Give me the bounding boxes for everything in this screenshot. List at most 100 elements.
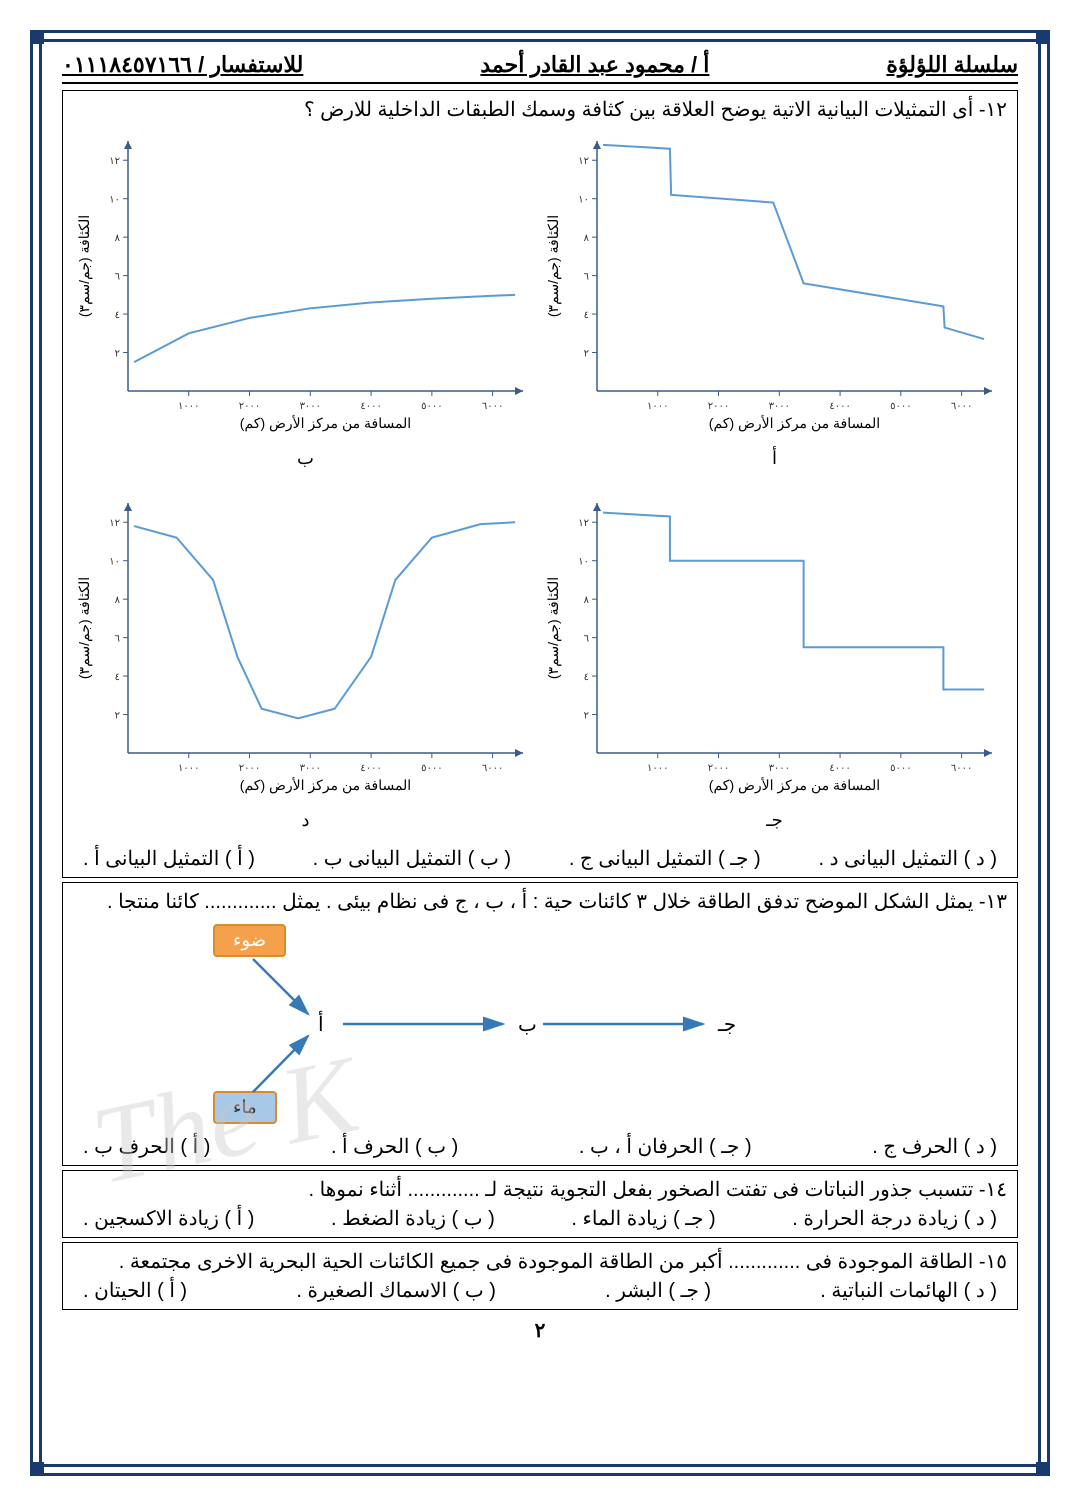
node-c: جـ (718, 1012, 736, 1037)
svg-text:المسافة من مركز الأرض (كم): المسافة من مركز الأرض (كم) (709, 414, 880, 432)
svg-text:٤٠٠٠: ٤٠٠٠ (360, 401, 381, 412)
svg-text:٥٠٠٠: ٥٠٠٠ (890, 401, 911, 412)
svg-text:٨: ٨ (115, 595, 121, 606)
page-number: ٢ (62, 1318, 1018, 1343)
svg-text:٥٠٠٠: ٥٠٠٠ (421, 401, 442, 412)
svg-text:٤٠٠٠: ٤٠٠٠ (829, 763, 850, 774)
svg-text:الكثافة (جم/سم٣): الكثافة (جم/سم٣) (76, 577, 93, 679)
author-name: أ / محمود عبد القادر أحمد (480, 52, 709, 78)
svg-text:٦: ٦ (584, 272, 589, 283)
q15-text: ١٥- الطاقة الموجودة فى ............. أكب… (73, 1249, 1007, 1274)
q14-text: ١٤- تتسبب جذور النباتات فى تفتت الصخور ب… (73, 1177, 1007, 1202)
svg-text:٤: ٤ (584, 310, 589, 321)
svg-text:١٢: ١٢ (578, 518, 589, 529)
svg-text:٦٠٠٠: ٦٠٠٠ (951, 401, 972, 412)
svg-text:الكثافة (جم/سم٣): الكثافة (جم/سم٣) (76, 215, 93, 317)
chart-b: ١٠٠٠٢٠٠٠٣٠٠٠٤٠٠٠٥٠٠٠٦٠٠٠٢٤٦٨١٠١٢المسافة … (73, 126, 538, 446)
svg-text:الكثافة (جم/سم٣): الكثافة (جم/سم٣) (545, 577, 562, 679)
svg-text:٨: ٨ (584, 233, 590, 244)
q15-opt-c: ( جـ ) البشر . (605, 1278, 711, 1303)
question-15: ١٥- الطاقة الموجودة فى ............. أكب… (62, 1242, 1018, 1310)
svg-text:١٠٠٠: ١٠٠٠ (647, 401, 668, 412)
svg-text:٢٠٠٠: ٢٠٠٠ (239, 763, 260, 774)
svg-text:٦٠٠٠: ٦٠٠٠ (951, 763, 972, 774)
svg-text:١٢: ١٢ (578, 156, 589, 167)
svg-text:١٠: ١٠ (578, 195, 589, 206)
svg-text:٤: ٤ (584, 672, 589, 683)
q14-opt-b: ( ب ) زيادة الضغط . (331, 1206, 495, 1231)
q15-opt-b: ( ب ) الاسماك الصغيرة . (296, 1278, 496, 1303)
svg-text:١٠٠٠: ١٠٠٠ (178, 763, 199, 774)
svg-text:٢٠٠٠: ٢٠٠٠ (708, 763, 729, 774)
outer-frame: سلسلة اللؤلؤة أ / محمود عبد القادر أحمد … (30, 30, 1050, 1476)
svg-text:٦: ٦ (115, 634, 120, 645)
svg-text:الكثافة (جم/سم٣): الكثافة (جم/سم٣) (545, 215, 562, 317)
svg-text:٢٠٠٠: ٢٠٠٠ (708, 401, 729, 412)
svg-text:٤: ٤ (115, 310, 120, 321)
chart-d: ١٠٠٠٢٠٠٠٣٠٠٠٤٠٠٠٥٠٠٠٦٠٠٠٢٤٦٨١٠١٢المسافة … (73, 488, 538, 808)
q13-diagram: ضوء ماء أ ب جـ (73, 924, 1007, 1124)
chart-a-letter: أ (542, 448, 1007, 469)
svg-text:٥٠٠٠: ٥٠٠٠ (890, 763, 911, 774)
q12-opt-c: ( جـ ) التمثيل البيانى ج . (569, 846, 761, 871)
q12-opt-a: ( أ ) التمثيل البيانى أ . (83, 846, 255, 871)
q13-opt-a: ( أ ) الحرف ب . (83, 1134, 210, 1159)
svg-text:١٢: ١٢ (109, 156, 120, 167)
page-header: سلسلة اللؤلؤة أ / محمود عبد القادر أحمد … (62, 52, 1018, 84)
svg-text:٢: ٢ (584, 349, 589, 360)
svg-text:٤٠٠٠: ٤٠٠٠ (360, 763, 381, 774)
svg-text:المسافة من مركز الأرض (كم): المسافة من مركز الأرض (كم) (240, 414, 411, 432)
q13-text: ١٣- يمثل الشكل الموضح تدفق الطاقة خلال ٣… (73, 889, 1007, 914)
series-title: سلسلة اللؤلؤة (886, 52, 1018, 78)
svg-text:٣٠٠٠: ٣٠٠٠ (300, 763, 321, 774)
node-a: أ (318, 1012, 324, 1037)
svg-text:١٠: ١٠ (109, 195, 120, 206)
q13-opt-c: ( جـ ) الحرفان أ ، ب . (579, 1134, 752, 1159)
contact-info: للاستفسار / ٠١١١٨٤٥٧١٦٦ (62, 52, 303, 78)
svg-text:٦: ٦ (584, 634, 589, 645)
question-13: ١٣- يمثل الشكل الموضح تدفق الطاقة خلال ٣… (62, 882, 1018, 1166)
chart-c: ١٠٠٠٢٠٠٠٣٠٠٠٤٠٠٠٥٠٠٠٦٠٠٠٢٤٦٨١٠١٢المسافة … (542, 488, 1007, 808)
q14-opt-c: ( جـ ) زيادة الماء . (571, 1206, 715, 1231)
svg-text:٤: ٤ (115, 672, 120, 683)
svg-text:٦: ٦ (115, 272, 120, 283)
inner-frame: سلسلة اللؤلؤة أ / محمود عبد القادر أحمد … (39, 39, 1041, 1467)
svg-text:المسافة من مركز الأرض (كم): المسافة من مركز الأرض (كم) (240, 776, 411, 794)
svg-text:٢: ٢ (115, 711, 120, 722)
chart-a: ١٠٠٠ ٢٠٠٠ ٣٠٠٠ ٤٠٠٠ ٥٠٠٠ ٦٠٠٠ ٢ ٤ ٦ ٨ ١٠ ١٢ المسافة … (542, 126, 1007, 446)
q15-opt-d: ( د ) الهائمات النباتية . (820, 1278, 997, 1303)
svg-text:٣٠٠٠: ٣٠٠٠ (769, 401, 790, 412)
question-12: ١٢- أى التمثيلات البيانية الاتية يوضح ال… (62, 90, 1018, 878)
svg-text:١٠٠٠: ١٠٠٠ (647, 763, 668, 774)
q13-opt-d: ( د ) الحرف ج . (872, 1134, 997, 1159)
svg-text:١٠٠٠: ١٠٠٠ (178, 401, 199, 412)
svg-text:١٢: ١٢ (109, 518, 120, 529)
q12-opt-b: ( ب ) التمثيل البيانى ب . (313, 846, 511, 871)
chart-d-cell: ١٠٠٠٢٠٠٠٣٠٠٠٤٠٠٠٥٠٠٠٦٠٠٠٢٤٦٨١٠١٢المسافة … (73, 488, 538, 846)
q13-options: ( أ ) الحرف ب . ( ب ) الحرف أ . ( جـ ) ا… (73, 1134, 1007, 1159)
svg-text:المسافة من مركز الأرض (كم): المسافة من مركز الأرض (كم) (709, 776, 880, 794)
svg-text:٢: ٢ (584, 711, 589, 722)
q15-options: ( أ ) الحيتان . ( ب ) الاسماك الصغيرة . … (73, 1278, 1007, 1303)
chart-b-cell: ١٠٠٠٢٠٠٠٣٠٠٠٤٠٠٠٥٠٠٠٦٠٠٠٢٤٦٨١٠١٢المسافة … (73, 126, 538, 484)
svg-text:٤٠٠٠: ٤٠٠٠ (829, 401, 850, 412)
chart-c-cell: ١٠٠٠٢٠٠٠٣٠٠٠٤٠٠٠٥٠٠٠٦٠٠٠٢٤٦٨١٠١٢المسافة … (542, 488, 1007, 846)
chart-b-letter: ب (73, 448, 538, 469)
question-14: ١٤- تتسبب جذور النباتات فى تفتت الصخور ب… (62, 1170, 1018, 1238)
q13-opt-b: ( ب ) الحرف أ . (331, 1134, 458, 1159)
svg-text:٣٠٠٠: ٣٠٠٠ (769, 763, 790, 774)
chart-c-letter: جـ (542, 810, 1007, 831)
svg-text:٢٠٠٠: ٢٠٠٠ (239, 401, 260, 412)
svg-text:٨: ٨ (115, 233, 121, 244)
q12-opt-d: ( د ) التمثيل البيانى د . (818, 846, 997, 871)
chart-a-cell: ١٠٠٠ ٢٠٠٠ ٣٠٠٠ ٤٠٠٠ ٥٠٠٠ ٦٠٠٠ ٢ ٤ ٦ ٨ ١٠ ١٢ المسافة … (542, 126, 1007, 484)
q13-arrows (73, 924, 1007, 1124)
q12-options: ( أ ) التمثيل البيانى أ . ( ب ) التمثيل … (73, 846, 1007, 871)
node-b: ب (518, 1012, 537, 1037)
svg-text:١٠: ١٠ (578, 557, 589, 568)
svg-text:٦٠٠٠: ٦٠٠٠ (482, 401, 503, 412)
svg-text:١٠: ١٠ (109, 557, 120, 568)
svg-text:٣٠٠٠: ٣٠٠٠ (300, 401, 321, 412)
svg-text:٦٠٠٠: ٦٠٠٠ (482, 763, 503, 774)
chart-d-letter: د (73, 810, 538, 831)
